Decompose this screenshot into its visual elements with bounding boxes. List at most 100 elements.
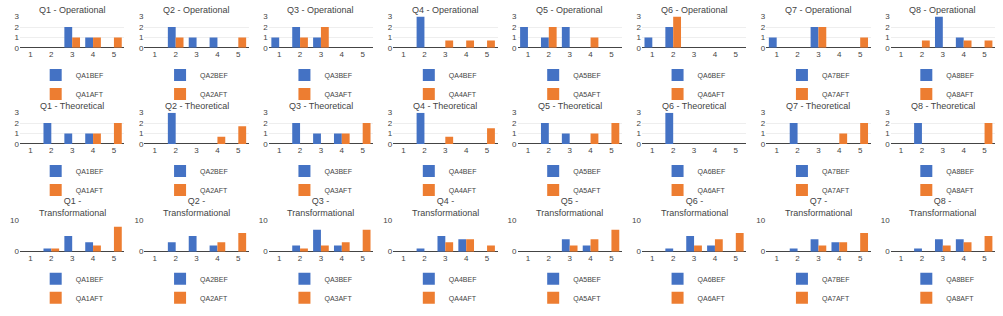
- svg-text:3: 3: [816, 146, 821, 155]
- svg-text:3: 3: [567, 254, 572, 263]
- svg-text:4: 4: [340, 50, 345, 59]
- svg-text:1: 1: [512, 33, 517, 42]
- svg-text:3: 3: [15, 108, 20, 117]
- svg-text:2: 2: [139, 23, 144, 32]
- svg-text:3: 3: [692, 146, 697, 155]
- svg-text:5: 5: [112, 50, 117, 59]
- svg-text:1: 1: [650, 254, 655, 263]
- svg-text:Q1 - Operational: Q1 - Operational: [39, 5, 106, 15]
- svg-text:3: 3: [885, 12, 890, 21]
- svg-text:1: 1: [636, 33, 641, 42]
- svg-text:3: 3: [512, 108, 517, 117]
- svg-text:4: 4: [340, 254, 345, 263]
- svg-text:4: 4: [588, 146, 593, 155]
- svg-text:3: 3: [816, 254, 821, 263]
- svg-text:2: 2: [49, 50, 54, 59]
- svg-text:1: 1: [28, 254, 33, 263]
- svg-text:2: 2: [795, 254, 800, 263]
- svg-text:5: 5: [236, 254, 241, 263]
- svg-text:QA6BEF: QA6BEF: [698, 168, 726, 176]
- svg-text:QA2AFT: QA2AFT: [200, 294, 228, 302]
- svg-text:0: 0: [636, 140, 641, 149]
- svg-text:QA6BEF: QA6BEF: [698, 275, 726, 283]
- svg-text:4: 4: [837, 146, 842, 155]
- svg-text:1: 1: [139, 129, 144, 138]
- svg-text:3: 3: [567, 146, 572, 155]
- svg-text:3: 3: [885, 108, 890, 117]
- svg-text:3: 3: [319, 254, 324, 263]
- svg-text:3: 3: [263, 108, 268, 117]
- svg-text:2: 2: [761, 119, 766, 128]
- svg-text:Q7 -Transformational: Q7 -Transformational: [785, 196, 852, 218]
- svg-text:1: 1: [774, 146, 779, 155]
- svg-text:2: 2: [388, 119, 393, 128]
- svg-text:0: 0: [761, 44, 766, 53]
- svg-text:2: 2: [49, 254, 54, 263]
- svg-text:2: 2: [885, 119, 890, 128]
- svg-text:0: 0: [388, 140, 393, 149]
- svg-text:10: 10: [383, 216, 392, 225]
- svg-text:QA4AFT: QA4AFT: [449, 294, 477, 302]
- svg-text:2: 2: [920, 50, 925, 59]
- svg-text:QA8AFT: QA8AFT: [946, 294, 974, 302]
- svg-text:3: 3: [263, 12, 268, 21]
- svg-text:QA3AFT: QA3AFT: [324, 187, 352, 195]
- svg-text:1: 1: [885, 33, 890, 42]
- svg-text:QA8AFT: QA8AFT: [946, 187, 974, 195]
- svg-text:3: 3: [194, 50, 199, 59]
- svg-text:2: 2: [388, 23, 393, 32]
- svg-text:Q3 - Operational: Q3 - Operational: [287, 5, 354, 15]
- svg-text:1: 1: [512, 129, 517, 138]
- svg-text:Q7 - Theoretical: Q7 - Theoretical: [786, 101, 850, 111]
- svg-text:1: 1: [761, 33, 766, 42]
- svg-text:3: 3: [388, 12, 393, 21]
- svg-text:1: 1: [774, 50, 779, 59]
- svg-text:QA5BEF: QA5BEF: [573, 72, 601, 80]
- svg-text:2: 2: [263, 119, 268, 128]
- svg-text:1: 1: [277, 146, 282, 155]
- svg-text:5: 5: [734, 50, 739, 59]
- svg-text:10: 10: [881, 216, 890, 225]
- svg-text:2: 2: [49, 146, 54, 155]
- svg-text:5: 5: [609, 254, 614, 263]
- svg-text:QA3BEF: QA3BEF: [324, 275, 352, 283]
- svg-text:3: 3: [761, 12, 766, 21]
- svg-text:4: 4: [713, 254, 718, 263]
- svg-text:2: 2: [298, 146, 303, 155]
- svg-text:0: 0: [139, 140, 144, 149]
- svg-text:4: 4: [713, 146, 718, 155]
- svg-text:5: 5: [360, 254, 365, 263]
- svg-text:1: 1: [401, 146, 406, 155]
- svg-text:1: 1: [153, 254, 158, 263]
- svg-text:3: 3: [139, 108, 144, 117]
- svg-text:0: 0: [263, 247, 268, 256]
- svg-text:1: 1: [28, 50, 33, 59]
- svg-text:4: 4: [91, 146, 96, 155]
- svg-text:3: 3: [194, 146, 199, 155]
- svg-text:2: 2: [547, 254, 552, 263]
- svg-text:3: 3: [70, 254, 75, 263]
- svg-text:10: 10: [632, 216, 641, 225]
- svg-text:4: 4: [961, 146, 966, 155]
- svg-text:1: 1: [526, 254, 531, 263]
- svg-text:Q8 - Operational: Q8 - Operational: [909, 5, 976, 15]
- svg-text:1: 1: [774, 254, 779, 263]
- svg-text:4: 4: [91, 254, 96, 263]
- svg-text:QA5AFT: QA5AFT: [573, 91, 601, 99]
- svg-text:QA2BEF: QA2BEF: [200, 168, 228, 176]
- svg-text:0: 0: [885, 140, 890, 149]
- svg-text:2: 2: [15, 23, 20, 32]
- svg-text:3: 3: [567, 50, 572, 59]
- svg-text:10: 10: [134, 216, 143, 225]
- svg-text:3: 3: [319, 146, 324, 155]
- svg-text:3: 3: [443, 254, 448, 263]
- svg-text:1: 1: [401, 50, 406, 59]
- svg-text:4: 4: [340, 146, 345, 155]
- svg-text:1: 1: [388, 129, 393, 138]
- svg-text:2: 2: [920, 146, 925, 155]
- svg-text:QA5AFT: QA5AFT: [573, 294, 601, 302]
- svg-text:QA2AFT: QA2AFT: [200, 187, 228, 195]
- svg-text:1: 1: [650, 50, 655, 59]
- svg-text:4: 4: [464, 146, 469, 155]
- svg-text:QA4BEF: QA4BEF: [449, 72, 477, 80]
